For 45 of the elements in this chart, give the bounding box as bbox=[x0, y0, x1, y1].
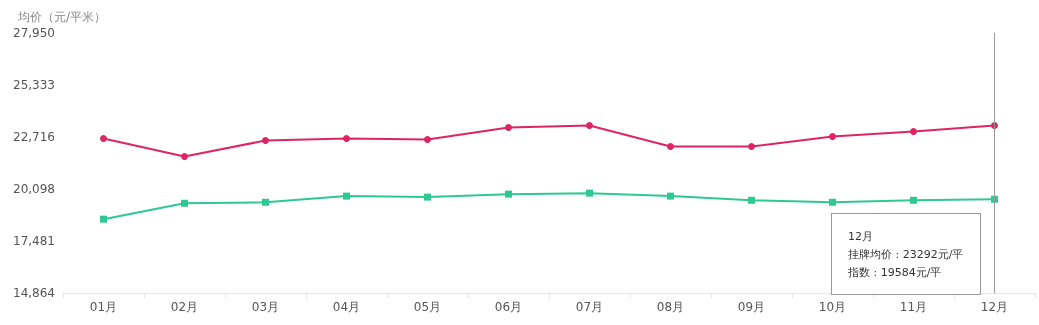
x-tick-label: 08月 bbox=[656, 300, 685, 314]
annotation: 12月 bbox=[848, 229, 874, 245]
point bbox=[505, 190, 512, 198]
point bbox=[424, 193, 431, 201]
x-tick-label: 01月 bbox=[89, 300, 118, 314]
x-tick-label: 03月 bbox=[251, 300, 280, 314]
point bbox=[667, 142, 674, 150]
point bbox=[748, 142, 755, 150]
x-tick-label: 06月 bbox=[494, 300, 523, 314]
point bbox=[748, 196, 755, 204]
point bbox=[343, 135, 350, 142]
point bbox=[910, 128, 917, 136]
point bbox=[829, 198, 836, 206]
point bbox=[343, 192, 350, 200]
point bbox=[586, 122, 593, 130]
x-tick-label: 04月 bbox=[332, 300, 361, 314]
point bbox=[586, 189, 593, 197]
y-tick-label: 14,864 bbox=[13, 286, 55, 300]
point bbox=[262, 136, 269, 144]
point bbox=[100, 135, 107, 142]
x-tick-label: 10月 bbox=[818, 300, 847, 314]
y-axis-title: 均价（元/平米） bbox=[17, 10, 107, 24]
point bbox=[181, 153, 188, 161]
point bbox=[667, 192, 674, 200]
point bbox=[262, 198, 269, 206]
x-tick-label: 05月 bbox=[413, 300, 442, 314]
annotation: 指数 : 19584元/平 bbox=[848, 265, 943, 281]
annotation: 挂牌均价 : 23292元/平 bbox=[848, 247, 965, 263]
y-tick-label: 22,716 bbox=[13, 129, 55, 144]
point bbox=[829, 133, 836, 141]
x-tick-label: 11月 bbox=[899, 300, 928, 314]
x-tick-label: 02月 bbox=[170, 300, 199, 314]
y-tick-label: 20,098 bbox=[13, 182, 55, 197]
point bbox=[424, 136, 431, 143]
point bbox=[505, 124, 512, 132]
point bbox=[181, 199, 188, 207]
x-tick-label: 09月 bbox=[737, 300, 766, 314]
y-tick-label: 27,950 bbox=[13, 26, 55, 40]
point bbox=[910, 196, 917, 204]
x-tick-label: 07月 bbox=[575, 300, 604, 314]
y-tick-label: 17,481 bbox=[13, 234, 55, 248]
x-tick-label: 12月 bbox=[980, 300, 1009, 314]
tooltip-box: 12月 挂牌均价 : 23292元/平 指数 : 19584元/平 bbox=[831, 213, 981, 295]
point bbox=[100, 215, 107, 223]
y-tick-label: 25,333 bbox=[13, 78, 55, 92]
